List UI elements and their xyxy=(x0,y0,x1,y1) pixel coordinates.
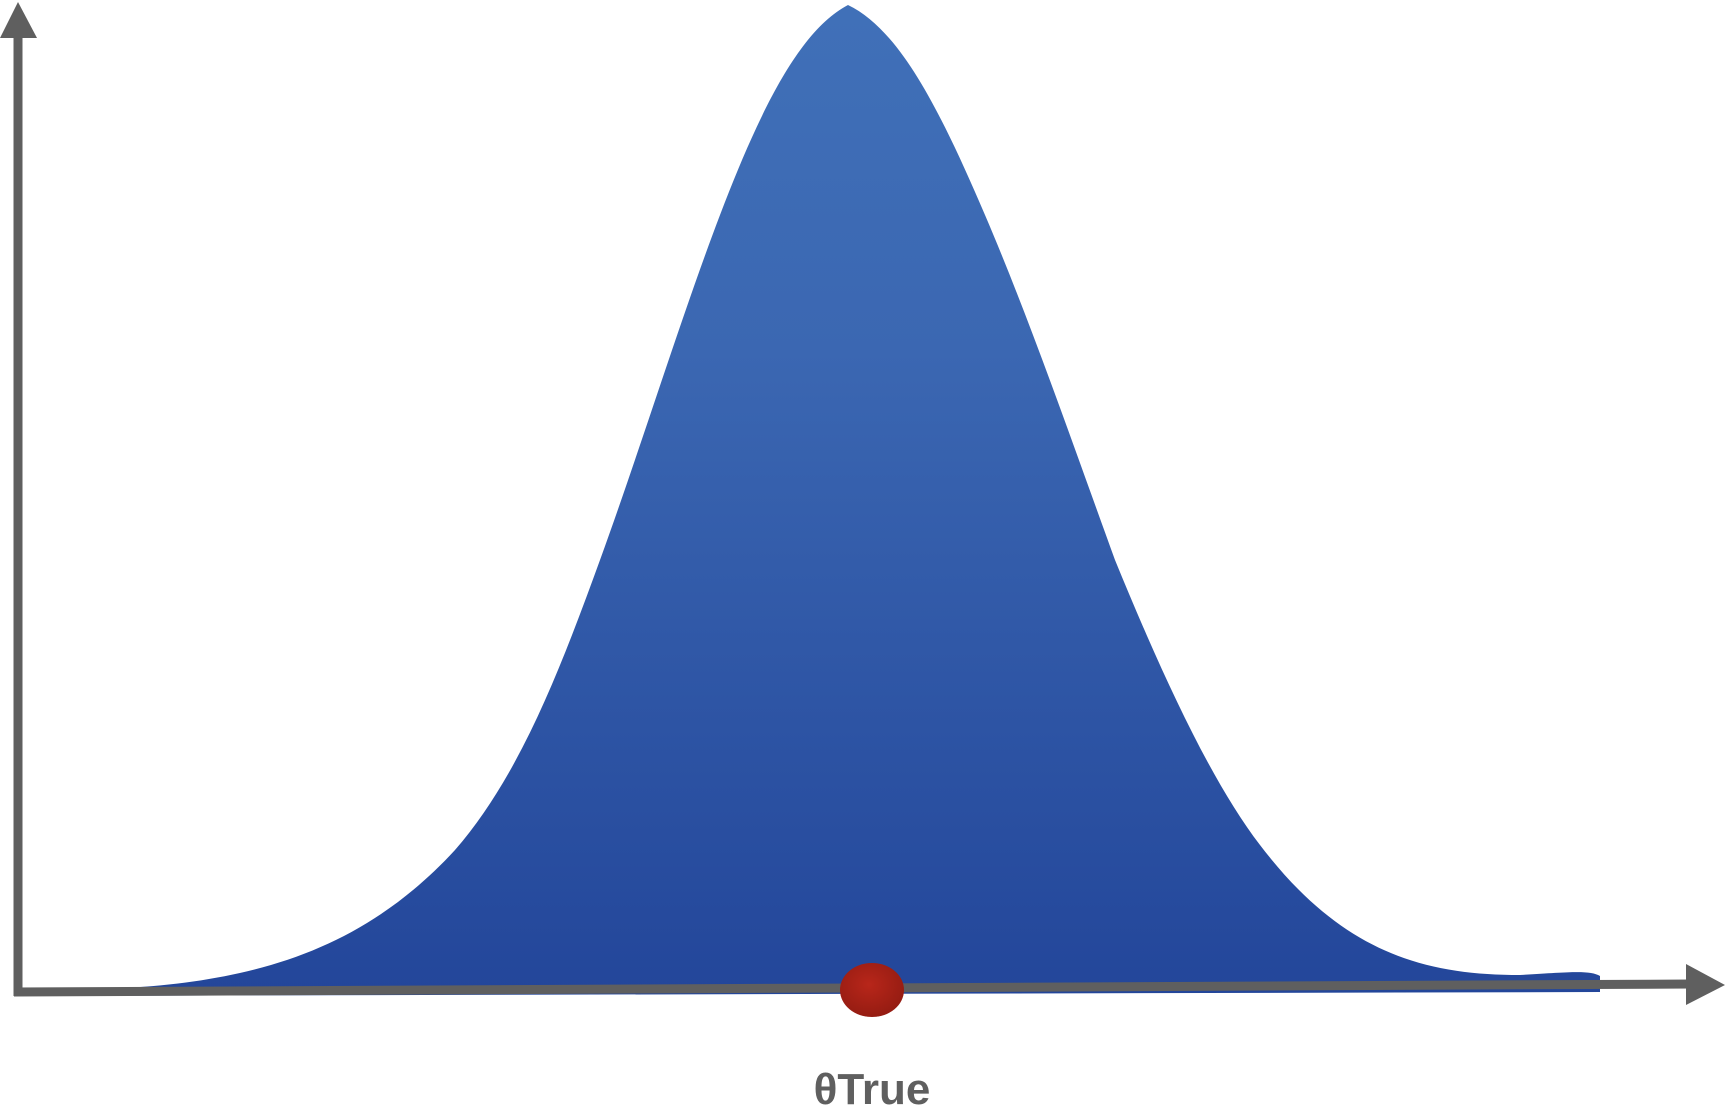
y-axis-arrowhead xyxy=(0,2,37,38)
x-axis-arrowhead xyxy=(1686,964,1725,1005)
true-value-marker xyxy=(840,963,904,1017)
distribution-curve-area xyxy=(18,5,1600,996)
true-value-label: θTrue xyxy=(814,1065,931,1109)
